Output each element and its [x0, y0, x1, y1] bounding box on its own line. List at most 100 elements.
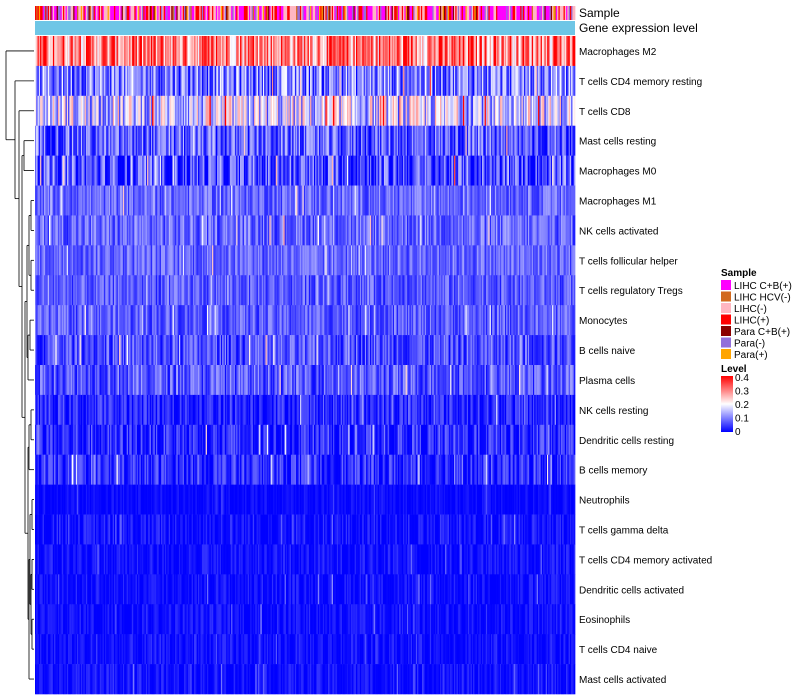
heatmap-cell [552, 125, 554, 156]
heatmap-cell [427, 155, 429, 186]
heatmap-cell [257, 36, 260, 67]
heatmap-cell [557, 125, 559, 156]
heatmap-cell [134, 185, 136, 216]
heatmap-cell [434, 215, 437, 246]
heatmap-cell [503, 245, 506, 276]
heatmap-cell [446, 275, 448, 306]
heatmap-cell [311, 305, 313, 336]
heatmap-cell [153, 305, 156, 336]
heatmap-cell [43, 275, 46, 306]
heatmap-cell [144, 215, 147, 246]
heatmap-cell [99, 185, 102, 216]
heatmap-cell [425, 155, 428, 186]
heatmap-cell [336, 65, 339, 97]
heatmap-cell [181, 305, 184, 336]
heatmap-cell [215, 215, 218, 246]
heatmap-cell [424, 245, 427, 276]
heatmap-cell [460, 155, 462, 186]
heatmap-cell [130, 245, 133, 276]
heatmap-cell [175, 275, 177, 306]
heatmap-cell [476, 125, 479, 156]
heatmap-cell [248, 65, 251, 97]
heatmap-cell [170, 95, 172, 127]
heatmap-cell [380, 95, 382, 127]
heatmap-cell [240, 335, 242, 366]
heatmap-cell [487, 36, 489, 67]
sample-annotation-cell [108, 6, 111, 20]
heatmap-cell [339, 335, 342, 366]
heatmap-cell [447, 275, 450, 306]
heatmap-cell [552, 36, 554, 67]
sample-annotation-cell [120, 6, 122, 20]
sample-annotation-cell [293, 6, 296, 20]
heatmap-cell [93, 95, 96, 127]
heatmap-cell [71, 245, 74, 276]
heatmap-cell [127, 305, 130, 336]
heatmap-cell [543, 155, 545, 186]
sample-annotation-cell [461, 6, 464, 20]
heatmap-cell [130, 65, 133, 97]
heatmap-cell [214, 305, 217, 336]
heatmap-cell [473, 215, 475, 246]
sample-annotation-cell [279, 6, 282, 20]
heatmap-cell [171, 155, 173, 186]
heatmap-cell [49, 65, 51, 97]
heatmap-cell [177, 95, 180, 127]
sample-annotation-cell [464, 6, 466, 20]
heatmap-cell [87, 36, 89, 67]
sample-annotation-cell [246, 6, 249, 20]
heatmap-cell [368, 215, 371, 246]
sample-annotation-cell [296, 6, 298, 20]
heatmap-cell [496, 245, 498, 276]
heatmap-cell [256, 185, 259, 216]
heatmap-cell [301, 65, 303, 97]
heatmap-cell [214, 155, 217, 186]
heatmap-cell [344, 275, 347, 306]
heatmap-cell [75, 215, 78, 246]
heatmap-cell [75, 275, 78, 306]
sample-annotation-cell [270, 6, 273, 20]
heatmap-cell [338, 215, 340, 246]
heatmap-cell [134, 155, 136, 186]
heatmap-cell [353, 95, 356, 127]
heatmap-cell [548, 125, 550, 156]
heatmap-cell [173, 335, 176, 366]
heatmap-cell [256, 245, 259, 276]
heatmap-cell [320, 36, 322, 67]
heatmap-cell [475, 65, 478, 97]
heatmap-cell [369, 305, 372, 336]
heatmap-cell [483, 65, 485, 97]
sample-annotation-cell [364, 6, 367, 20]
heatmap-cell [404, 305, 406, 336]
heatmap-cell [560, 305, 563, 336]
heatmap-cell [195, 95, 198, 127]
heatmap-cell [135, 125, 138, 156]
heatmap-cell [203, 155, 205, 186]
heatmap-cell [400, 65, 403, 97]
heatmap-cell [563, 155, 566, 186]
heatmap-cell [489, 155, 492, 186]
heatmap-cell [126, 125, 129, 156]
heatmap-cell [335, 275, 338, 306]
heatmap-cell [199, 185, 201, 216]
heatmap-cell [287, 125, 289, 156]
heatmap-cell [102, 65, 105, 97]
heatmap-cell [229, 215, 232, 246]
heatmap-cell [52, 305, 55, 336]
sample-annotation-cell [408, 6, 410, 20]
heatmap-cell [94, 305, 97, 336]
heatmap-cell [122, 245, 125, 276]
heatmap-cell [501, 125, 503, 156]
heatmap-cell [47, 95, 50, 127]
heatmap-cell [108, 65, 111, 97]
heatmap-cell [357, 155, 359, 186]
heatmap-cell [111, 185, 114, 216]
heatmap-cell [93, 245, 96, 276]
heatmap-cell [155, 335, 158, 366]
sample-annotation-cell [466, 6, 469, 20]
heatmap-cell [175, 185, 177, 216]
heatmap-cell [40, 125, 42, 156]
heatmap-cell [410, 185, 413, 216]
heatmap-cell [518, 215, 521, 246]
heatmap-cell [268, 275, 270, 306]
